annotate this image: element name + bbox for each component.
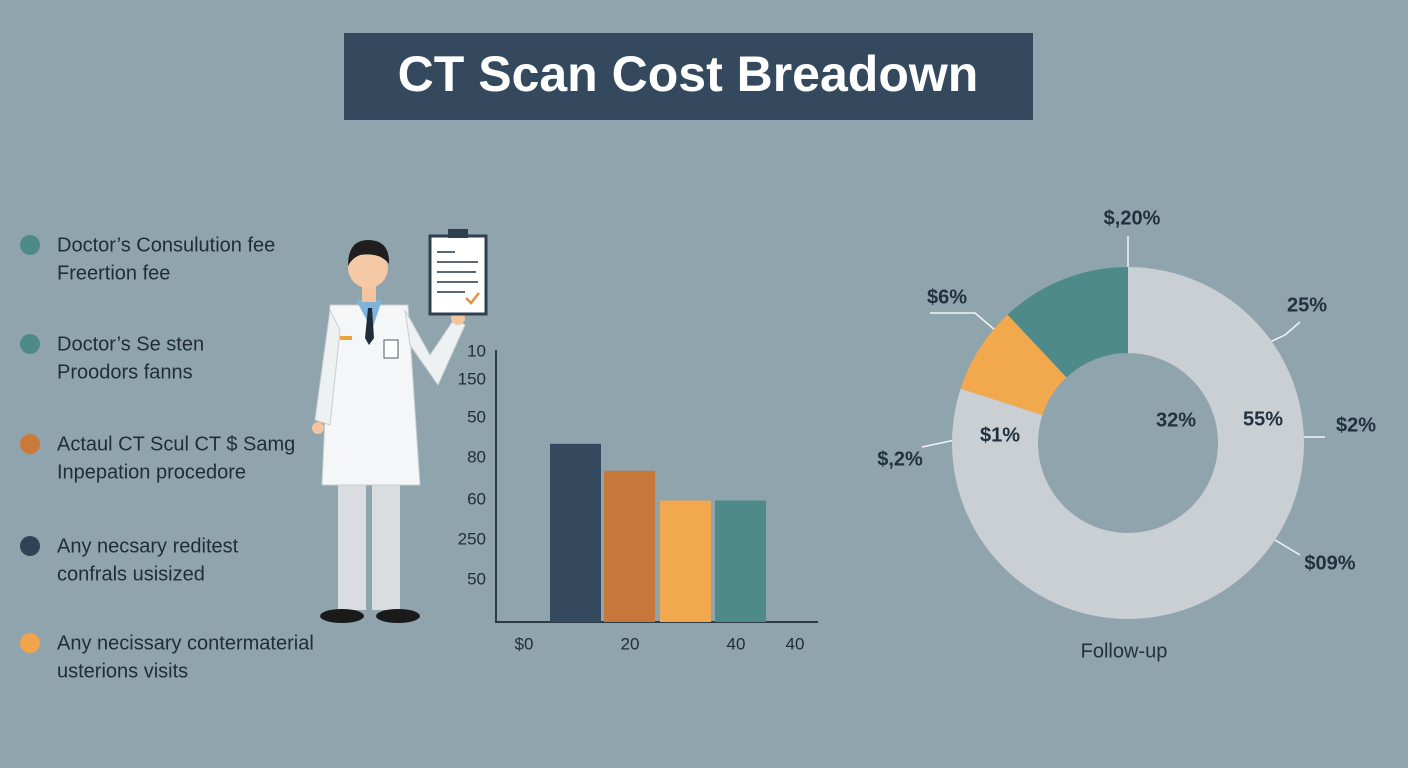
y-tick-label: 10 <box>467 341 486 360</box>
y-tick-label: 50 <box>467 407 486 426</box>
legend-text: Proodors fanns <box>57 361 193 383</box>
donut-annotation: $1% <box>980 424 1020 446</box>
donut-annotation: $09% <box>1304 552 1355 574</box>
donut-annotation: $2% <box>1336 414 1376 436</box>
y-tick-label: 250 <box>458 529 486 548</box>
legend-text: Actaul CT Scul CT $ Samg <box>57 433 295 455</box>
title: CT Scan Cost Breadown <box>398 46 979 102</box>
legend-text: confrals usisized <box>57 563 205 585</box>
legend-dot <box>20 334 40 354</box>
x-tick-label: 40 <box>786 634 805 653</box>
bar <box>660 500 711 622</box>
y-tick-label: 60 <box>467 489 486 508</box>
legend-dot <box>20 536 40 556</box>
legend-text: Freertion fee <box>57 262 170 284</box>
legend-text: Any necissary contermaterial <box>57 632 314 654</box>
y-tick-label: 80 <box>467 447 486 466</box>
donut-segment <box>960 314 1067 416</box>
legend-text: usterions visits <box>57 660 188 682</box>
donut-annotation: $6% <box>927 286 967 308</box>
donut-annotation: $,20% <box>1104 207 1161 229</box>
bar <box>715 500 766 622</box>
donut-annotation: 55% <box>1243 408 1283 430</box>
donut-annotation: 32% <box>1156 409 1196 431</box>
legend-dot <box>20 633 40 653</box>
x-tick-label: 40 <box>727 634 746 653</box>
donut-annotation: 25% <box>1287 294 1327 316</box>
x-tick-label: 20 <box>621 634 640 653</box>
donut-segment <box>952 267 1304 620</box>
donut-segment <box>1007 267 1128 378</box>
y-tick-label: 150 <box>458 369 486 388</box>
legend-text: Doctor’s Se sten <box>57 333 204 355</box>
x-tick-label: $0 <box>515 634 534 653</box>
legend-dot <box>20 434 40 454</box>
donut-annotation: $,2% <box>877 448 923 470</box>
legend-text: Any necsary reditest <box>57 535 239 557</box>
legend-dot <box>20 235 40 255</box>
legend-text: Doctor’s Consulution fee <box>57 234 275 256</box>
doctor-illustration <box>312 229 488 623</box>
y-tick-label: 50 <box>467 569 486 588</box>
donut-label: Follow-up <box>1081 640 1168 662</box>
title-box <box>344 33 1033 120</box>
legend-text: Inpepation procedore <box>57 461 246 483</box>
bar <box>550 443 601 622</box>
bar <box>604 470 655 622</box>
